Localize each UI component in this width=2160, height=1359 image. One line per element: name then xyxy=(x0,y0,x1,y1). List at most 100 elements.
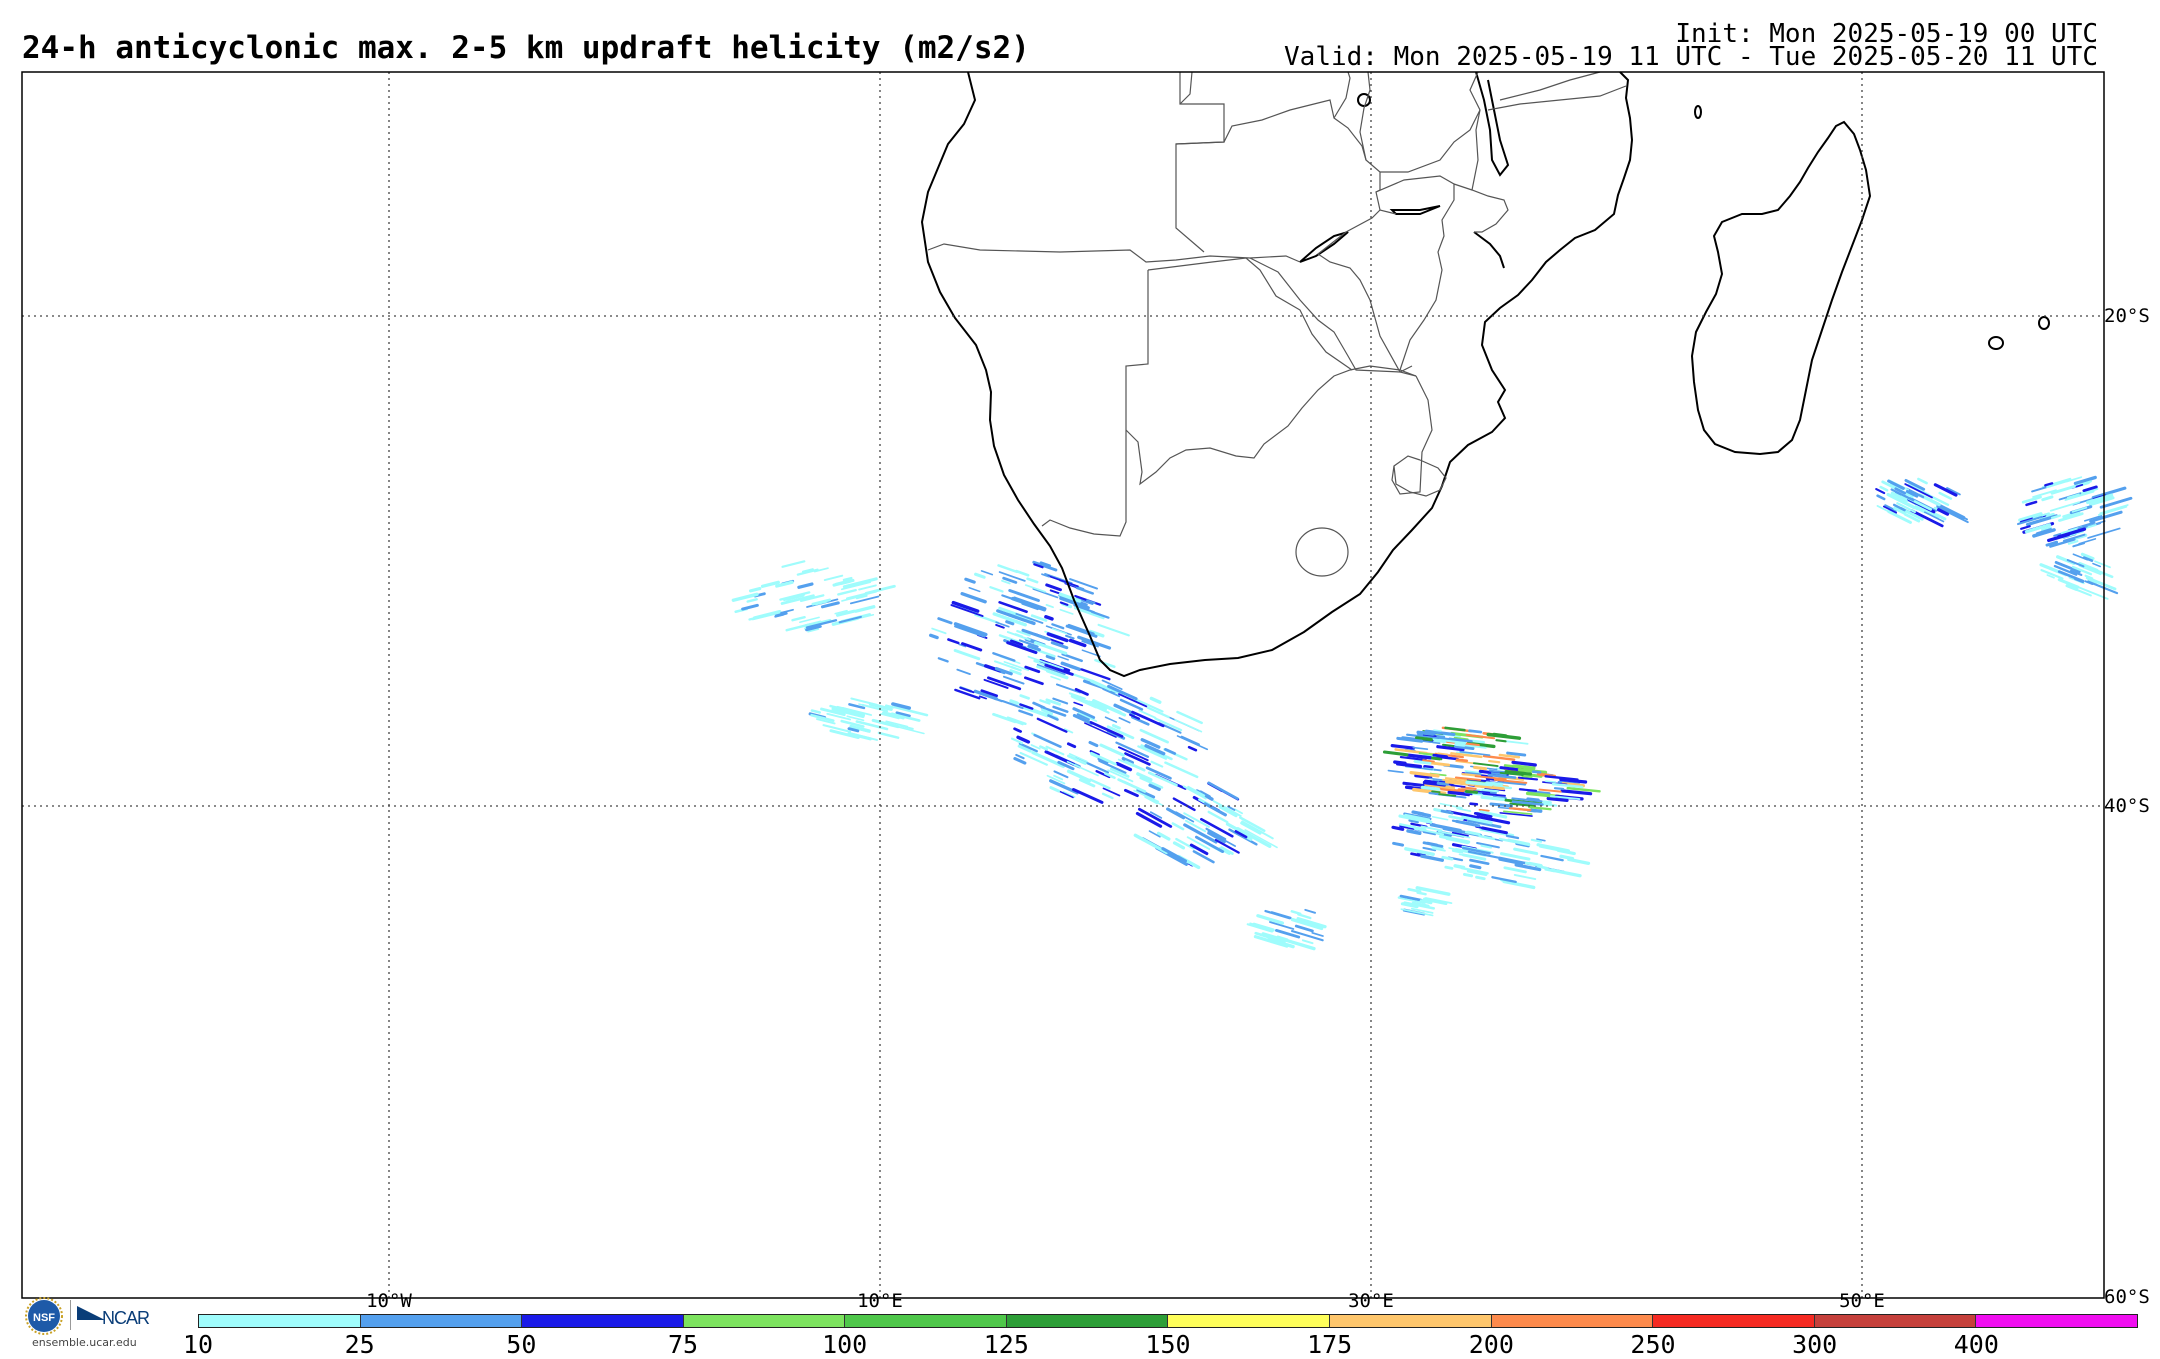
helicity-streak xyxy=(1013,757,1027,765)
helicity-streak xyxy=(1039,745,1049,751)
helicity-streak xyxy=(1518,788,1538,792)
helicity-streak xyxy=(1538,788,1562,793)
helicity-streak xyxy=(953,622,988,637)
helicity-streak xyxy=(1420,854,1444,862)
helicity-streak xyxy=(1261,932,1285,942)
helicity-streak xyxy=(1444,726,1466,732)
helicity-streak xyxy=(1560,789,1593,796)
helicity-streak xyxy=(1416,891,1427,896)
helicity-streak xyxy=(1136,772,1153,782)
helicity-streak xyxy=(1057,760,1075,771)
helicity-streak xyxy=(1183,823,1218,844)
helicity-streak xyxy=(2066,559,2085,568)
helicity-streak xyxy=(1207,832,1226,844)
helicity-streak xyxy=(880,713,900,720)
helicity-streak xyxy=(1567,857,1591,866)
helicity-streak xyxy=(1904,483,1933,499)
helicity-streak xyxy=(993,660,1012,668)
helicity-streak xyxy=(1527,790,1551,796)
helicity-streak xyxy=(1467,850,1501,859)
helicity-streak xyxy=(1045,698,1062,706)
helicity-streak xyxy=(980,570,994,576)
helicity-streak xyxy=(2057,527,2087,539)
helicity-streak xyxy=(2032,489,2057,499)
colorbar-tick-label: 175 xyxy=(1307,1330,1353,1359)
helicity-streak xyxy=(953,648,981,661)
helicity-streak xyxy=(1511,800,1544,806)
helicity-streak xyxy=(1068,692,1086,700)
helicity-streak xyxy=(1092,699,1122,715)
helicity-streak xyxy=(1174,718,1203,733)
helicity-streak xyxy=(1465,733,1496,740)
helicity-streak xyxy=(1890,488,1915,502)
helicity-streak xyxy=(2076,585,2109,600)
helicity-streak xyxy=(796,568,819,576)
helicity-streak xyxy=(1102,688,1121,698)
helicity-streak xyxy=(1505,834,1520,840)
helicity-streak xyxy=(1030,614,1048,622)
colorbar-tick-label: 50 xyxy=(506,1330,537,1359)
helicity-streak xyxy=(2045,540,2059,547)
helicity-streak xyxy=(1033,641,1068,655)
helicity-streak xyxy=(1464,830,1481,836)
helicity-streak xyxy=(983,678,1009,689)
helicity-streak xyxy=(1536,838,1546,842)
colorbar-segment xyxy=(1652,1315,1814,1327)
svg-text:NSF: NSF xyxy=(33,1312,55,1324)
comoros-coastline xyxy=(1694,105,1702,119)
helicity-streak xyxy=(1409,771,1440,778)
helicity-streak xyxy=(2053,564,2078,576)
helicity-streak xyxy=(998,571,1026,582)
helicity-streak xyxy=(1088,740,1099,748)
helicity-streak xyxy=(1164,748,1177,755)
map-frame xyxy=(21,71,2105,1299)
helicity-streak xyxy=(1024,665,1041,674)
helicity-streak xyxy=(1936,508,1950,516)
helicity-streak xyxy=(1010,665,1022,672)
colorbar xyxy=(198,1314,2138,1328)
helicity-streak xyxy=(2046,574,2055,579)
helicity-streak xyxy=(1052,697,1069,705)
helicity-streak xyxy=(1256,914,1285,925)
helicity-streak xyxy=(1892,503,1906,512)
helicity-streak xyxy=(1026,577,1039,584)
helicity-streak xyxy=(1246,923,1273,933)
helicity-streak xyxy=(1089,778,1111,790)
helicity-streak xyxy=(1047,575,1079,588)
helicity-streak xyxy=(1884,504,1898,512)
helicity-streak xyxy=(820,601,840,609)
helicity-streak xyxy=(995,621,1010,628)
helicity-streak xyxy=(858,584,877,591)
helicity-streak xyxy=(1896,502,1916,514)
lake-cahora-outline xyxy=(1473,231,1505,269)
helicity-streak xyxy=(778,608,794,615)
helicity-streak xyxy=(1019,694,1030,700)
lat-label-20s: 20°S xyxy=(2104,305,2150,327)
helicity-streak xyxy=(1438,738,1467,744)
helicity-streak xyxy=(1200,817,1234,838)
helicity-streak xyxy=(997,564,1019,574)
helicity-streak xyxy=(1475,825,1505,834)
helicity-streak xyxy=(2080,552,2095,561)
helicity-streak xyxy=(1559,777,1588,784)
helicity-streak xyxy=(1066,760,1099,777)
helicity-streak xyxy=(1905,487,1925,499)
helicity-streak xyxy=(842,577,878,589)
colorbar-tick-label: 300 xyxy=(1792,1330,1838,1359)
coastlines xyxy=(920,71,2050,678)
helicity-streak xyxy=(2086,580,2119,595)
helicity-streak xyxy=(1499,771,1524,776)
helicity-streak xyxy=(2032,512,2050,519)
valid-time: Valid: Mon 2025-05-19 11 UTC - Tue 2025-… xyxy=(1284,42,2098,72)
helicity-streak xyxy=(1119,698,1144,711)
helicity-streak xyxy=(1466,819,1502,829)
colorbar-tick-label: 10 xyxy=(182,1330,214,1359)
helicity-streak xyxy=(1117,746,1149,762)
colorbar-tick-label: 200 xyxy=(1468,1330,1514,1359)
helicity-streak xyxy=(1478,808,1490,812)
helicity-streak xyxy=(1072,707,1096,720)
helicity-streak xyxy=(1402,895,1420,901)
helicity-streak xyxy=(849,724,871,733)
helicity-streak xyxy=(1067,754,1087,765)
helicity-streak xyxy=(1175,837,1195,850)
